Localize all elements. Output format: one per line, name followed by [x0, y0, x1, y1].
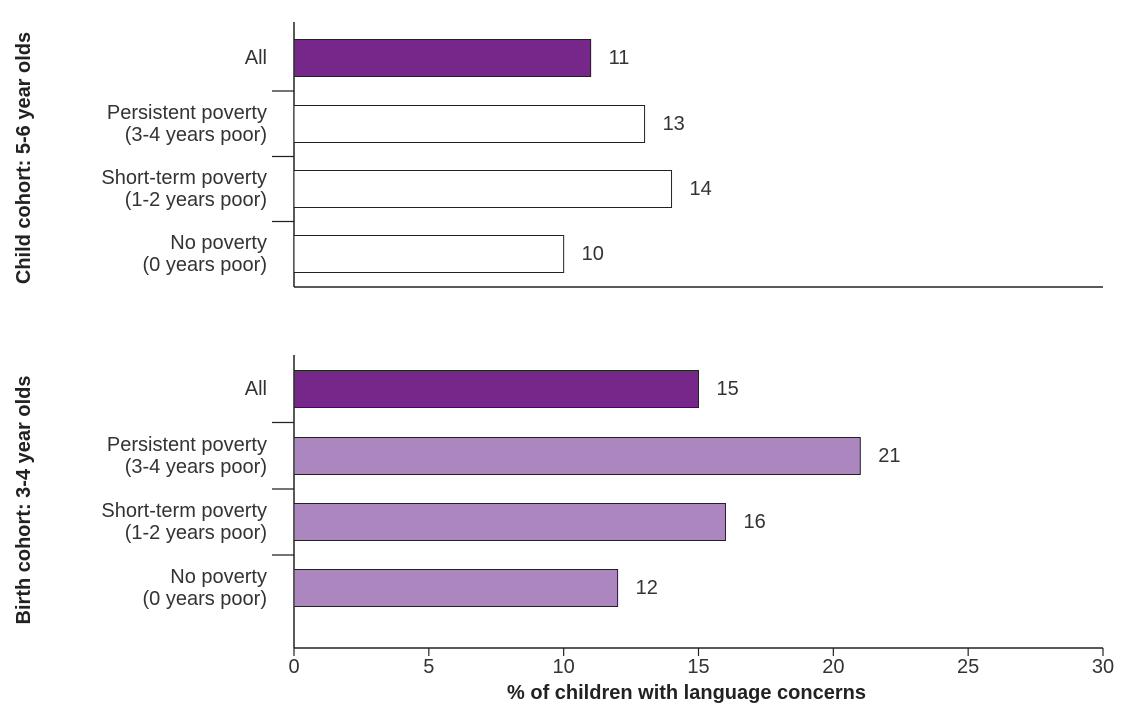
x-tick-label: 15 — [687, 656, 709, 678]
x-tick-label: 25 — [957, 656, 979, 678]
category-label: (1-2 years poor) — [125, 189, 267, 211]
panel-1: Child cohort: 5-6 year olds 11 All 13 Persis… — [13, 22, 1103, 288]
x-tick-label: 0 — [288, 656, 299, 678]
bar — [293, 235, 565, 273]
category-label: (0 years poor) — [143, 588, 268, 610]
bar — [293, 170, 673, 208]
data-label: 21 — [878, 445, 900, 467]
bar — [293, 39, 592, 77]
data-label: 13 — [663, 113, 685, 135]
bar — [293, 569, 619, 607]
category-label: No poverty — [170, 232, 267, 254]
category-label: Persistent poverty — [107, 434, 267, 456]
x-tick-label: 20 — [822, 656, 844, 678]
data-label: 12 — [636, 577, 658, 599]
category-label: (1-2 years poor) — [125, 522, 267, 544]
panel-title: Birth cohort: 3-4 year olds — [13, 376, 35, 625]
data-label: 10 — [582, 243, 604, 265]
bar — [293, 503, 726, 541]
bar — [293, 437, 861, 475]
x-tick-label: 5 — [423, 656, 434, 678]
category-label: Short-term poverty — [101, 500, 267, 522]
panel-title: Child cohort: 5-6 year olds — [13, 32, 35, 284]
category-label: Persistent poverty — [107, 102, 267, 124]
category-label: (0 years poor) — [143, 254, 268, 276]
bar — [293, 105, 646, 143]
category-label: All — [245, 47, 267, 69]
panel-2: Birth cohort: 3-4 year olds 15 All 21 Persis… — [13, 355, 1103, 649]
bar — [293, 370, 699, 408]
data-label: 11 — [609, 47, 630, 69]
x-tick-label: 30 — [1092, 656, 1114, 678]
data-label: 14 — [690, 178, 712, 200]
category-label: No poverty — [170, 566, 267, 588]
x-axis-title: % of children with language concerns — [507, 682, 866, 704]
category-label: All — [245, 378, 267, 400]
category-label: (3-4 years poor) — [125, 456, 267, 478]
x-tick-label: 10 — [553, 656, 575, 678]
category-label: Short-term poverty — [101, 167, 267, 189]
data-label: 16 — [743, 511, 765, 533]
data-label: 15 — [717, 378, 739, 400]
category-label: (3-4 years poor) — [125, 124, 267, 146]
